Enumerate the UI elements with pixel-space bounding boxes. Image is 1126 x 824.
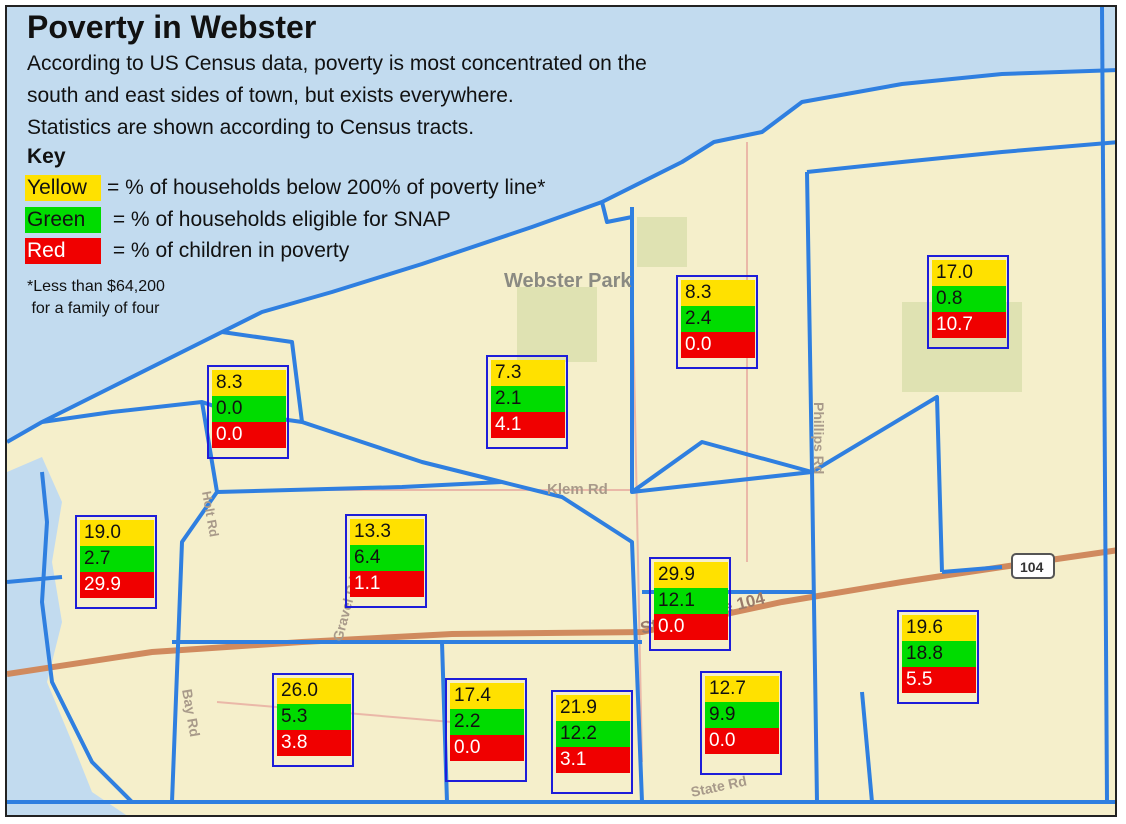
red-value: 3.8 [277, 730, 351, 756]
tract-box: 13.3 6.4 1.1 [345, 514, 427, 608]
phillips-rd-label: Phillips Rd [811, 402, 827, 474]
green-value: 0.0 [212, 396, 286, 422]
park-area [517, 287, 597, 362]
green-value: 2.2 [450, 709, 524, 735]
red-value: 10.7 [932, 312, 1006, 338]
yellow-value: 17.4 [450, 683, 524, 709]
yellow-value: 8.3 [681, 280, 755, 306]
yellow-value: 29.9 [654, 562, 728, 588]
yellow-value: 21.9 [556, 695, 630, 721]
route-104-shield-icon: 104 [1011, 553, 1055, 579]
klem-rd-label: Klem Rd [547, 481, 608, 498]
red-value: 0.0 [681, 332, 755, 358]
yellow-value: 7.3 [491, 360, 565, 386]
green-value: 2.4 [681, 306, 755, 332]
green-value: 2.7 [80, 546, 154, 572]
red-value: 0.0 [654, 614, 728, 640]
tract-box: 29.9 12.1 0.0 [649, 557, 731, 651]
tract-box: 17.4 2.2 0.0 [445, 678, 527, 782]
red-value: 29.9 [80, 572, 154, 598]
webster-park-label: Webster Park [504, 270, 632, 292]
route-104-shield-label: 104 [1020, 559, 1044, 575]
tract-box: 19.0 2.7 29.9 [75, 515, 157, 609]
yellow-value: 19.6 [902, 615, 976, 641]
tract-box: 12.7 9.9 0.0 [700, 671, 782, 775]
map-frame: Webster Park Klem Rd State Route 104 Phi… [5, 5, 1117, 817]
tract-box: 26.0 5.3 3.8 [272, 673, 354, 767]
tract-box: 17.0 0.8 10.7 [927, 255, 1009, 349]
tract-box: 7.3 2.1 4.1 [486, 355, 568, 449]
tract-box: 8.3 2.4 0.0 [676, 275, 758, 369]
bay-water [7, 457, 127, 815]
red-value: 3.1 [556, 747, 630, 773]
yellow-value: 13.3 [350, 519, 424, 545]
red-value: 4.1 [491, 412, 565, 438]
yellow-value: 17.0 [932, 260, 1006, 286]
green-value: 18.8 [902, 641, 976, 667]
green-value: 0.8 [932, 286, 1006, 312]
green-value: 5.3 [277, 704, 351, 730]
red-value: 5.5 [902, 667, 976, 693]
red-value: 0.0 [212, 422, 286, 448]
green-value: 12.2 [556, 721, 630, 747]
tract-box: 19.6 18.8 5.5 [897, 610, 979, 704]
green-value: 2.1 [491, 386, 565, 412]
yellow-value: 8.3 [212, 370, 286, 396]
yellow-value: 12.7 [705, 676, 779, 702]
green-value: 12.1 [654, 588, 728, 614]
tract-box: 8.3 0.0 0.0 [207, 365, 289, 459]
yellow-value: 26.0 [277, 678, 351, 704]
green-value: 6.4 [350, 545, 424, 571]
yellow-value: 19.0 [80, 520, 154, 546]
tract-box: 21.9 12.2 3.1 [551, 690, 633, 794]
route-104-road [7, 547, 1115, 677]
red-value: 0.0 [705, 728, 779, 754]
green-value: 9.9 [705, 702, 779, 728]
red-value: 1.1 [350, 571, 424, 597]
red-value: 0.0 [450, 735, 524, 761]
park-area [637, 217, 687, 267]
land-area [7, 70, 1115, 815]
